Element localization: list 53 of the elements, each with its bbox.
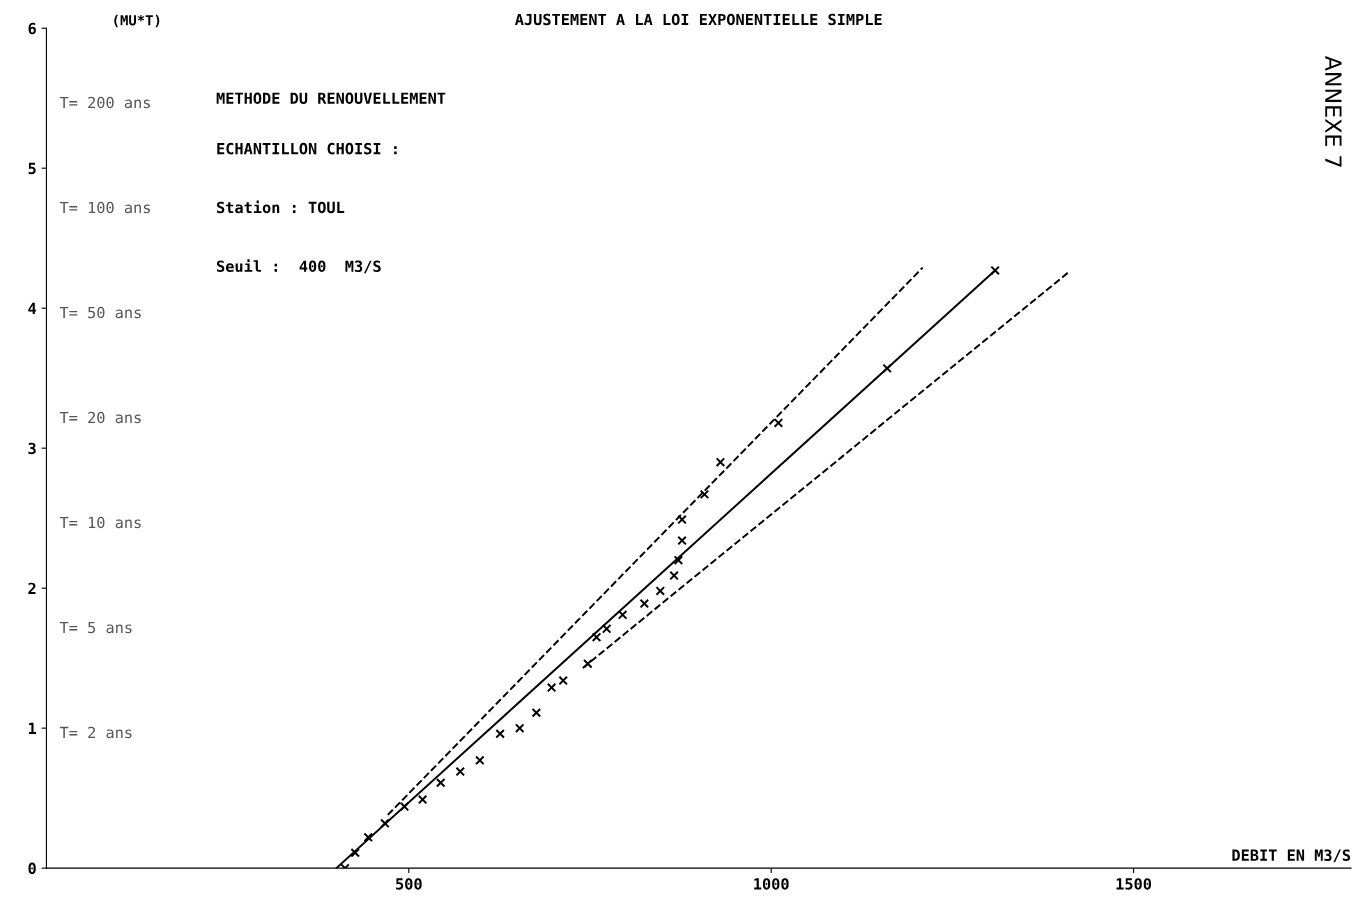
annotation: T= 100 ans [59, 201, 150, 214]
x-tick-label: 500 [396, 878, 422, 890]
y-tick-label: 3 [28, 442, 36, 455]
point [435, 777, 446, 788]
annotation: T= 5 ans [59, 621, 132, 634]
y-tick-label: 5 [28, 162, 36, 175]
point [699, 489, 710, 500]
annotation: Seuil : 400 M3/S [216, 259, 381, 274]
point [417, 794, 428, 805]
point [546, 682, 557, 693]
point [475, 755, 485, 766]
point [495, 728, 505, 739]
point [591, 632, 602, 642]
annotation: T= 200 ans [59, 96, 150, 109]
point [639, 598, 650, 609]
annotation: T= 20 ans [59, 411, 141, 424]
y-tick-label: 0 [28, 862, 36, 875]
x-tick-label: 1000 [754, 878, 789, 890]
annotation: T= 10 ans [59, 516, 141, 529]
point [673, 555, 684, 565]
point [350, 847, 360, 858]
annotation: ANNEXE 7 [1325, 55, 1342, 167]
y-tick-label: 4 [28, 302, 37, 314]
point [399, 801, 410, 812]
point [363, 832, 373, 843]
annotation: Station : TOUL [216, 200, 345, 214]
point [715, 457, 726, 467]
point [380, 818, 390, 829]
point [655, 586, 666, 596]
point [677, 514, 687, 525]
point [455, 766, 466, 777]
point [669, 570, 679, 581]
x-tick-label: 1500 [1116, 878, 1152, 890]
annotation: T= 2 ans [59, 726, 132, 739]
x-axis-title: DEBIT EN M3/S [1232, 849, 1351, 863]
point [601, 623, 612, 634]
point [773, 418, 784, 428]
point [617, 609, 628, 620]
y-tick-label: 1 [28, 722, 36, 734]
y-tick-label: 6 [28, 22, 36, 35]
annotation: T= 50 ans [59, 306, 141, 319]
y-axis-title: (MU*T) [114, 14, 160, 28]
chart-title: AJUSTEMENT A LA LOI EXPONENTIELLE SIMPLE [515, 13, 882, 26]
point [558, 675, 568, 686]
point [882, 363, 892, 374]
point [514, 723, 525, 733]
point [677, 535, 687, 546]
point [583, 658, 593, 669]
annotation: ECHANTILLON CHOISI : [217, 142, 397, 155]
y-tick-label: 2 [28, 582, 36, 594]
point [990, 265, 1000, 276]
text: METHODE DU RENOUVELLEMENT [216, 92, 446, 105]
point [531, 707, 542, 718]
